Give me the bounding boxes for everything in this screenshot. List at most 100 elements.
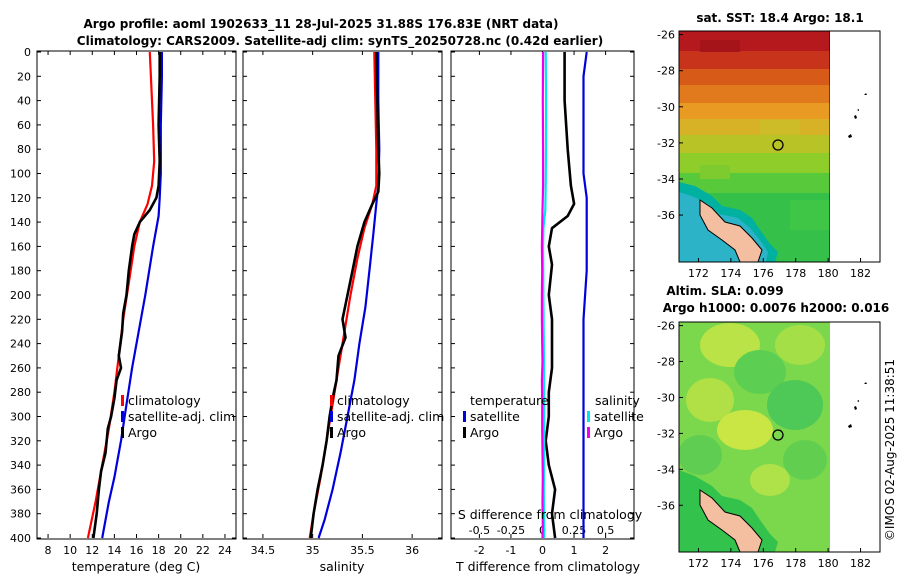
lon-tick-label: 178 xyxy=(785,267,806,280)
temperature-xlabel: temperature (deg C) xyxy=(72,559,201,574)
sla-map-subtitle: Argo h1000: 0.0076 h2000: 0.016 xyxy=(663,301,890,315)
legend-swatch-t-argo xyxy=(463,427,466,438)
salinity-series xyxy=(308,51,381,539)
sla-map xyxy=(678,321,881,553)
y-tick-label: 0 xyxy=(24,46,31,59)
legend-label-climatology: climatology xyxy=(128,393,201,408)
x-tick-label: -1 xyxy=(505,544,516,557)
legend-label-s-argo: Argo xyxy=(594,425,623,440)
lat-tick-label: -28 xyxy=(657,356,675,369)
t-diff-xlabel: T difference from climatology xyxy=(455,559,641,574)
salinity-x-ticks: 34.5 35 35.5 36 xyxy=(251,51,419,557)
legend-swatch-s-satellite xyxy=(587,411,590,422)
x-tick-label: 1 xyxy=(571,544,578,557)
y-tick-label: 340 xyxy=(10,459,31,472)
x-tick-label: 8 xyxy=(45,544,52,557)
series-line-t-argo xyxy=(544,52,576,539)
sst-map xyxy=(678,30,881,263)
s-tick-label: 0.25 xyxy=(562,524,587,537)
x-tick-label: 18 xyxy=(152,544,166,557)
argo-position-marker xyxy=(772,429,784,441)
difference-series xyxy=(540,51,588,539)
temperature-series xyxy=(86,51,163,539)
s-diff-xlabel: S difference from climatology xyxy=(458,507,643,522)
series-line-t-satellite xyxy=(582,51,588,538)
salinity-axes xyxy=(242,50,443,540)
sla-field xyxy=(679,322,830,552)
x-tick-label: 12 xyxy=(85,544,99,557)
x-tick-label: 16 xyxy=(130,544,144,557)
s-tick-label: 0.5 xyxy=(597,524,615,537)
y-tick-label: 320 xyxy=(10,435,31,448)
lat-tick-label: -30 xyxy=(657,101,675,114)
x-tick-label: 35 xyxy=(306,544,320,557)
y-tick-label: 240 xyxy=(10,338,31,351)
lat-tick-label: -26 xyxy=(657,320,675,333)
footer-timestamp: ©IMOS 02-Aug-2025 11:38:51 xyxy=(883,359,897,541)
legend-label-argo: Argo xyxy=(337,425,366,440)
lat-tick-label: -36 xyxy=(657,499,675,512)
s-tick-label: -0.5 xyxy=(469,524,490,537)
legend-heading-salinity: salinity xyxy=(595,393,640,408)
lon-tick-label: 176 xyxy=(753,267,774,280)
y-tick-label: 180 xyxy=(10,265,31,278)
lon-tick-label: 182 xyxy=(850,267,871,280)
y-tick-label: 360 xyxy=(10,483,31,496)
sst-field xyxy=(679,31,830,262)
sst-map-ticks: 172 174 176 178 180 182 -26 -28 -30 -32 -34 -36 xyxy=(657,29,871,280)
lat-tick-label: -34 xyxy=(657,463,675,476)
legend-label-climatology: climatology xyxy=(337,393,410,408)
sla-map-ticks: 172 174 176 178 180 182 -26 -28 -30 -32 -34 -36 xyxy=(657,320,871,570)
lat-tick-label: -36 xyxy=(657,209,675,222)
y-tick-label: 100 xyxy=(10,168,31,181)
legend-swatch-argo xyxy=(330,427,333,438)
y-tick-label: 220 xyxy=(10,313,31,326)
temperature-x-ticks: 8 10 12 14 16 18 20 22 24 xyxy=(45,51,232,557)
y-tick-label: 160 xyxy=(10,240,31,253)
legend-heading-temperature: temperature xyxy=(470,393,549,408)
y-tick-label: 400 xyxy=(10,532,31,545)
legend-swatch-satellite xyxy=(330,411,333,422)
x-tick-label: 36 xyxy=(405,544,419,557)
lat-tick-label: -32 xyxy=(657,427,675,440)
lon-tick-label: 174 xyxy=(720,557,741,570)
y-tick-label: 280 xyxy=(10,386,31,399)
y-tick-label: 300 xyxy=(10,411,31,424)
series-line-satellite-adj-clim xyxy=(101,52,163,539)
x-tick-label: 0 xyxy=(539,544,546,557)
y-tick-label: 60 xyxy=(17,119,31,132)
x-tick-label: 10 xyxy=(63,544,77,557)
lat-tick-label: -32 xyxy=(657,137,675,150)
legend-swatch-satellite xyxy=(121,411,124,422)
lon-tick-label: 180 xyxy=(818,557,839,570)
y-tick-label: 40 xyxy=(17,95,31,108)
salinity-legend: climatology satellite-adj. clim Argo xyxy=(330,393,444,440)
lat-tick-label: -28 xyxy=(657,65,675,78)
s-tick-label: -0.25 xyxy=(497,524,525,537)
lon-tick-label: 182 xyxy=(850,557,871,570)
series-line-s-argo xyxy=(540,51,545,539)
legend-swatch-s-argo xyxy=(587,427,590,438)
series-line-argo xyxy=(309,51,381,539)
title-line-2: Climatology: CARS2009. Satellite-adj cli… xyxy=(77,34,603,49)
salinity-xlabel: salinity xyxy=(320,559,365,574)
y-tick-label: 140 xyxy=(10,216,31,229)
legend-label-t-argo: Argo xyxy=(470,425,499,440)
lat-tick-label: -30 xyxy=(657,391,675,404)
s-diff-x-ticks: -0.5 -0.25 0 0.25 0.5 xyxy=(469,524,615,537)
depth-ticks: 0 20 40 60 80 100 120 140 160 180 200 220 240 260 280 3… xyxy=(10,46,634,545)
lat-tick-label: -26 xyxy=(657,29,675,42)
y-tick-label: 260 xyxy=(10,362,31,375)
y-tick-label: 20 xyxy=(17,70,31,83)
lon-tick-label: 174 xyxy=(720,267,741,280)
temperature-legend: climatology satellite-adj. clim Argo xyxy=(121,393,235,440)
lon-tick-label: 178 xyxy=(785,557,806,570)
title-line-1: Argo profile: aoml 1902633_11 28-Jul-202… xyxy=(84,17,559,32)
legend-swatch-argo xyxy=(121,427,124,438)
legend-label-s-satellite: satellite xyxy=(594,409,644,424)
y-tick-label: 80 xyxy=(17,143,31,156)
x-tick-label: 14 xyxy=(107,544,121,557)
x-tick-label: 24 xyxy=(218,544,232,557)
series-line-s-satellite xyxy=(541,51,548,539)
